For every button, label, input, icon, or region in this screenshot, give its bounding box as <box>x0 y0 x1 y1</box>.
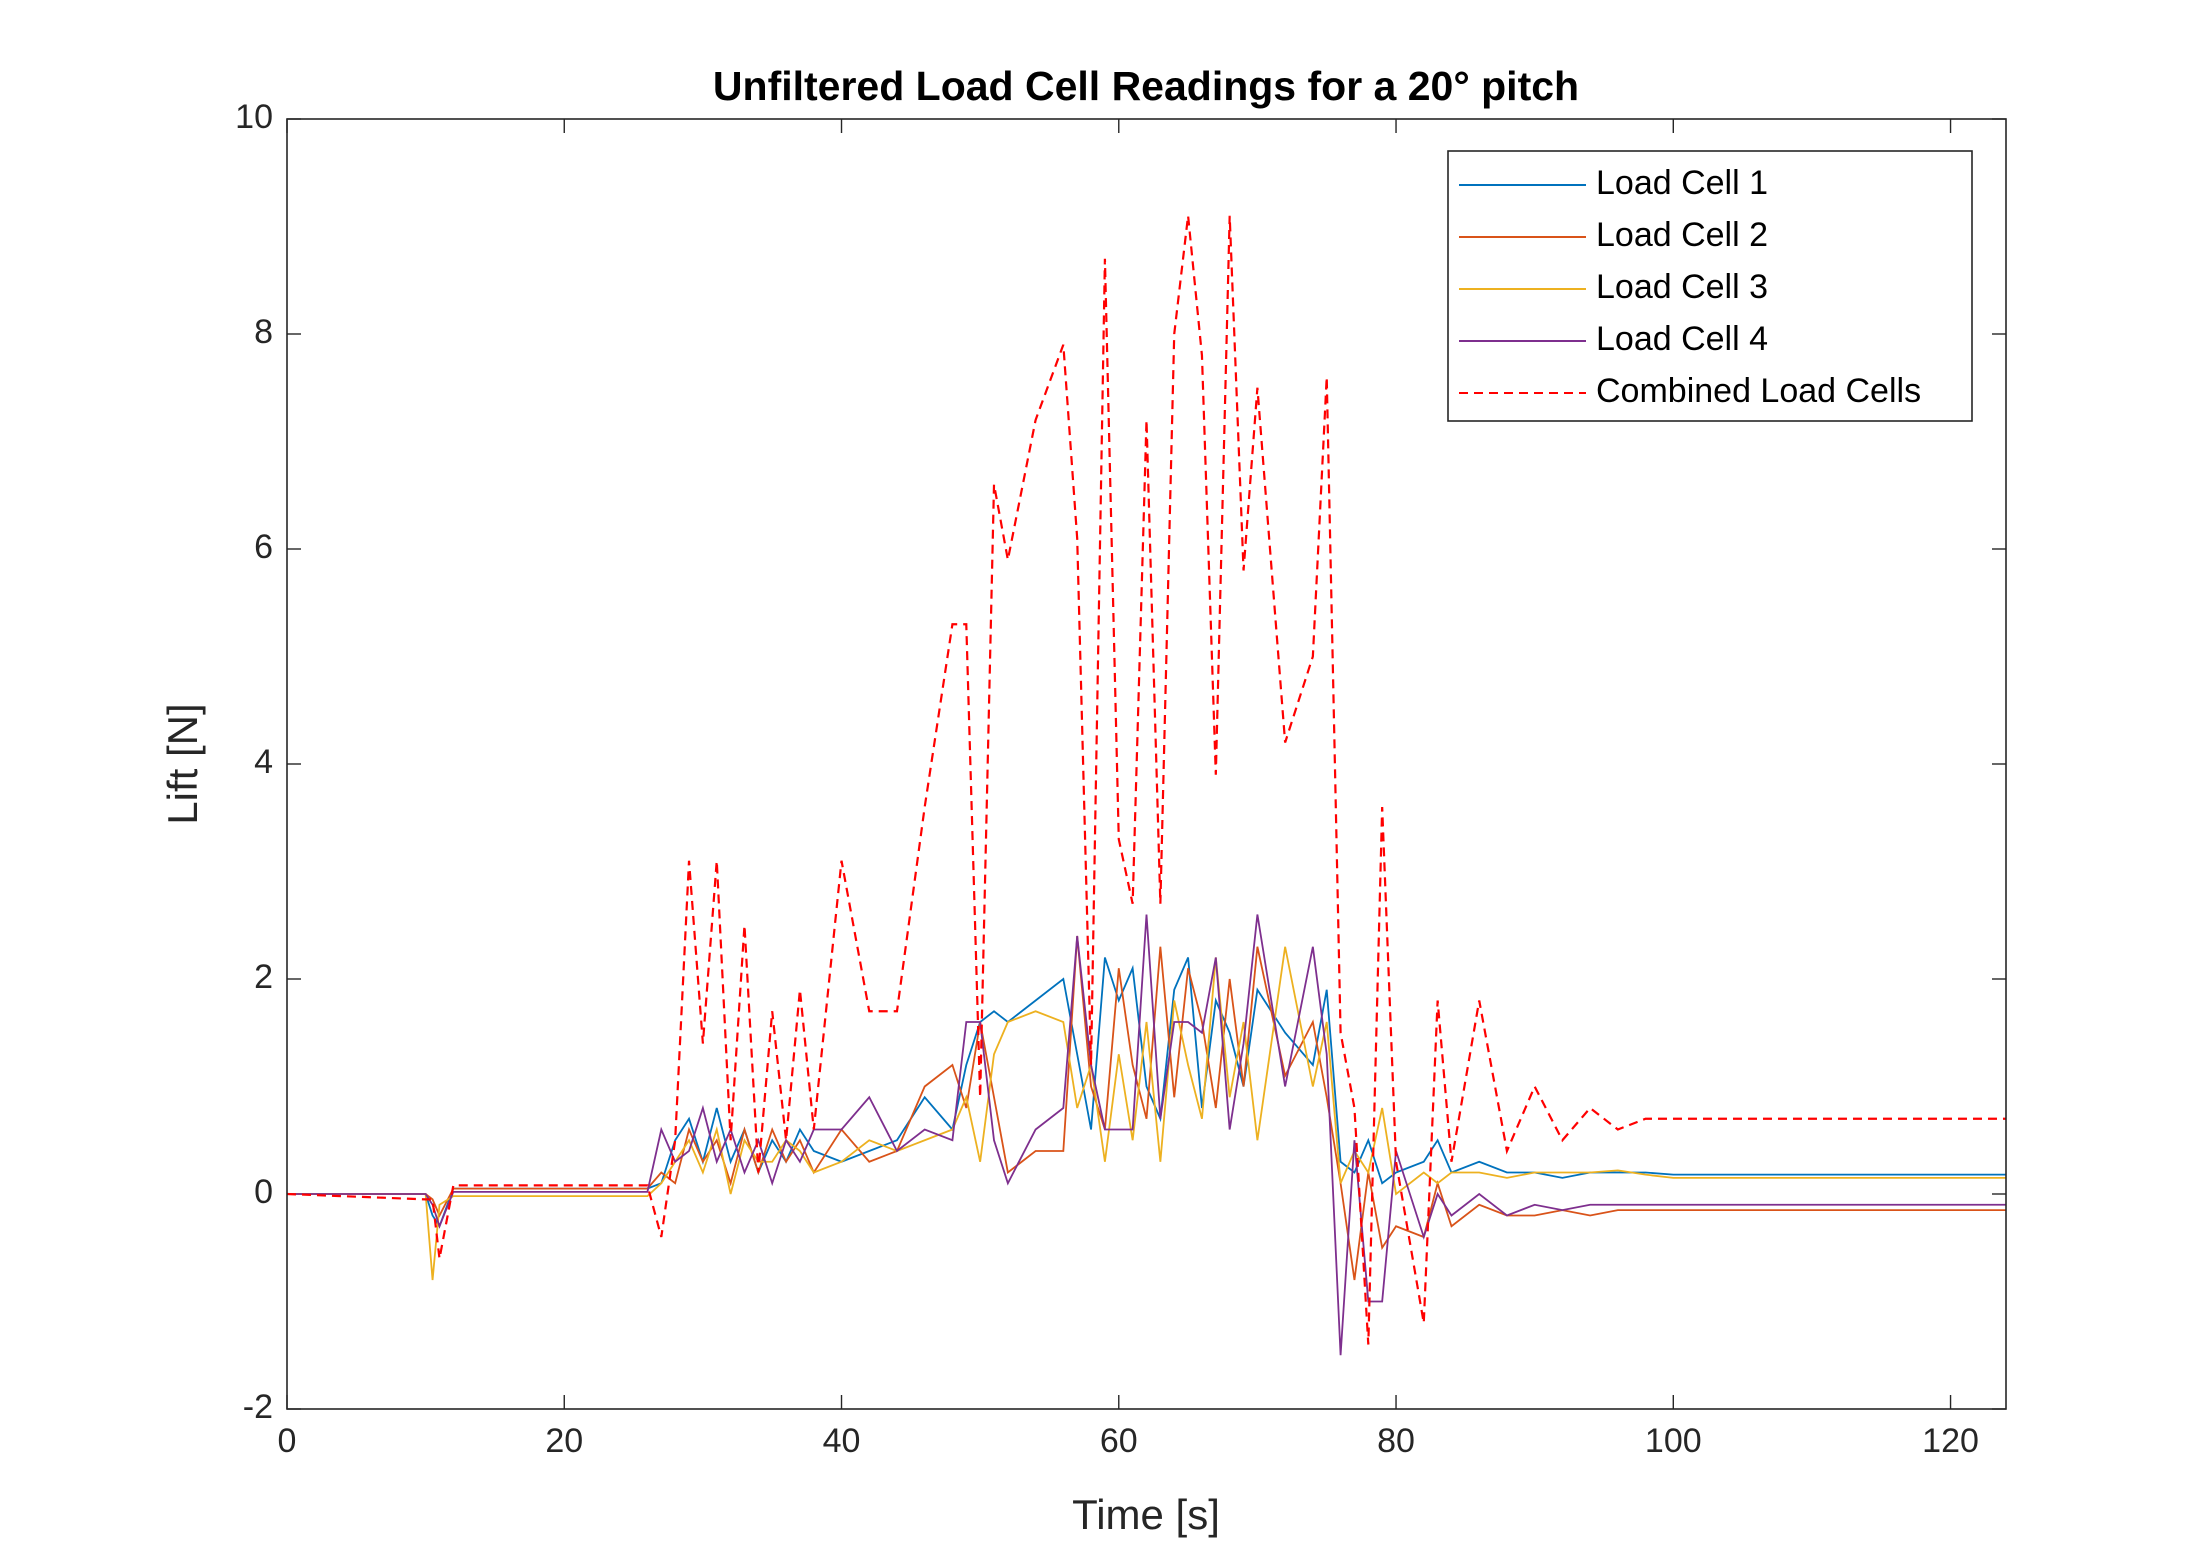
x-tick-label: 40 <box>823 1422 861 1460</box>
legend-label: Load Cell 3 <box>1596 268 1768 306</box>
y-tick-label: -2 <box>243 1388 273 1426</box>
legend-box <box>1447 150 1973 422</box>
series-line <box>287 914 2006 1356</box>
legend-label: Load Cell 2 <box>1596 216 1768 254</box>
x-axis-label: Time [s] <box>1072 1491 1220 1538</box>
legend-label: Load Cell 4 <box>1596 320 1768 358</box>
series-line <box>287 957 2006 1229</box>
x-tick-label: 120 <box>1922 1422 1979 1460</box>
y-tick-label: 2 <box>254 958 273 996</box>
x-tick-label: 0 <box>278 1422 297 1460</box>
x-tick-label: 100 <box>1645 1422 1702 1460</box>
x-tick-label: 80 <box>1377 1422 1415 1460</box>
y-tick-label: 10 <box>235 98 273 136</box>
axes-box <box>286 118 2007 1410</box>
y-axis-label: Lift [N] <box>159 703 206 824</box>
legend-label: Combined Load Cells <box>1596 372 1921 410</box>
x-tick-label: 60 <box>1100 1422 1138 1460</box>
y-tick-label: 6 <box>254 528 273 566</box>
x-tick-label: 20 <box>545 1422 583 1460</box>
y-tick-label: 8 <box>254 313 273 351</box>
legend-label: Load Cell 1 <box>1596 164 1768 202</box>
y-tick-label: 4 <box>254 743 273 781</box>
y-tick-label: 0 <box>254 1173 273 1211</box>
chart-title: Unfiltered Load Cell Readings for a 20° … <box>713 63 1579 109</box>
series-line <box>287 215 2006 1345</box>
